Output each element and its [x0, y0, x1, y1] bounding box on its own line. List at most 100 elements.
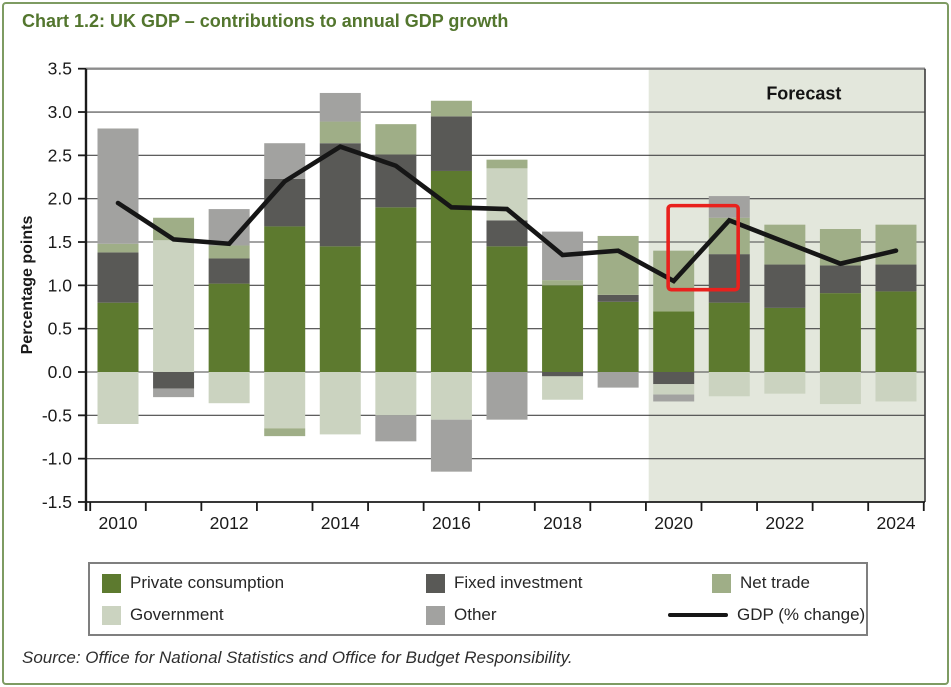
- private-consumption-swatch: [102, 573, 121, 593]
- x-tick-label-2022: 2022: [765, 513, 804, 533]
- bar-segment-2022-private-consumption: [764, 307, 806, 372]
- bar-segment-2010-other: [97, 128, 139, 244]
- bar-segment-2018-government: [542, 376, 584, 400]
- bar-segment-2017-private-consumption: [486, 246, 528, 372]
- bar-segment-2011-government: [153, 240, 195, 372]
- bar-segment-2018-fixed-investment: [542, 372, 584, 377]
- bar-segment-2021-government: [708, 372, 750, 397]
- fixed-investment-swatch: [426, 573, 445, 593]
- x-tick-label-2018: 2018: [543, 513, 582, 533]
- bar-segment-2022-net-trade: [764, 224, 806, 265]
- bar-segment-2024-government: [875, 372, 917, 402]
- bar-segment-2018-net-trade: [542, 280, 584, 286]
- bar-segment-2015-net-trade: [375, 124, 417, 155]
- bar-segment-2019-other: [597, 372, 639, 388]
- x-tick-label-2014: 2014: [321, 513, 360, 533]
- forecast-label: Forecast: [766, 84, 841, 104]
- bar-segment-2016-net-trade: [430, 100, 472, 117]
- bar-segment-2017-other: [486, 372, 528, 420]
- bar-segment-2011-other: [153, 388, 195, 398]
- legend-item-other: Other: [426, 604, 497, 626]
- bar-segment-2017-government: [486, 168, 528, 221]
- bar-segment-2023-private-consumption: [819, 293, 861, 372]
- bar-segment-2019-fixed-investment: [597, 294, 639, 302]
- y-tick-label--1.0: -1.0: [42, 449, 72, 469]
- y-tick-label-3.5: 3.5: [48, 59, 72, 79]
- net-trade-swatch: [712, 573, 731, 593]
- gdp-growth-line: [115, 144, 899, 284]
- bar-segment-2010-fixed-investment: [97, 252, 139, 303]
- legend-label: GDP (% change): [737, 605, 866, 624]
- bar-segment-2014-other: [319, 92, 361, 122]
- bar-segment-2016-private-consumption: [430, 170, 472, 372]
- x-tick-label-2010: 2010: [99, 513, 138, 533]
- bar-segment-2016-other: [430, 419, 472, 472]
- legend-label: Government: [130, 605, 224, 624]
- bar-segment-2022-fixed-investment: [764, 264, 806, 308]
- bar-segment-2015-other: [375, 415, 417, 442]
- bar-segment-2013-fixed-investment: [264, 178, 306, 227]
- x-tick-label-2016: 2016: [432, 513, 471, 533]
- bar-segment-2023-government: [819, 372, 861, 405]
- bar-segment-2010-government: [97, 372, 139, 424]
- bar-segment-2012-fixed-investment: [208, 258, 250, 284]
- x-tick-label-2020: 2020: [654, 513, 693, 533]
- bar-segment-2013-private-consumption: [264, 226, 306, 372]
- bar-segment-2014-fixed-investment: [319, 143, 361, 247]
- legend-label: Net trade: [740, 573, 810, 592]
- y-tick-label-0.0: 0.0: [48, 362, 73, 382]
- bar-segment-2020-government: [653, 384, 695, 395]
- bar-segment-2017-net-trade: [486, 159, 528, 169]
- y-tick-label-2.5: 2.5: [48, 145, 72, 165]
- legend-label: Fixed investment: [454, 573, 583, 592]
- bar-segment-2024-net-trade: [875, 224, 917, 265]
- legend-item-net-trade: Net trade: [712, 572, 810, 594]
- bar-segment-2013-government: [264, 372, 306, 429]
- bar-segment-2023-fixed-investment: [819, 265, 861, 294]
- bar-segment-2013-net-trade: [264, 428, 306, 437]
- bar-segment-2024-fixed-investment: [875, 264, 917, 292]
- bar-segment-2022-government: [764, 372, 806, 394]
- legend-item-government: Government: [102, 604, 224, 626]
- bar-segment-2024-private-consumption: [875, 291, 917, 372]
- bar-segment-2019-private-consumption: [597, 301, 639, 372]
- legend-label: Other: [454, 605, 497, 624]
- bar-segment-2021-private-consumption: [708, 302, 750, 372]
- bar-segment-2020-private-consumption: [653, 311, 695, 372]
- bar-segment-2018-private-consumption: [542, 285, 584, 372]
- bar-segment-2010-net-trade: [97, 243, 139, 253]
- bar-segment-2012-private-consumption: [208, 283, 250, 372]
- bar-segment-2016-government: [430, 372, 472, 420]
- legend-label: Private consumption: [130, 573, 285, 592]
- bar-segment-2010-private-consumption: [97, 302, 139, 372]
- bar-segment-2011-fixed-investment: [153, 372, 195, 389]
- chart-title: Chart 1.2: UK GDP – contributions to ann…: [22, 11, 509, 31]
- gdp-contributions-chart: Forecast 3.5 3.0 2.5 2.0 1.5 1.0 0.5 0.0 -0.5 -1.0…: [42, 59, 926, 533]
- y-tick-label-0.5: 0.5: [48, 319, 72, 339]
- y-tick-label--0.5: -0.5: [42, 405, 72, 425]
- bar-segment-2014-private-consumption: [319, 246, 361, 372]
- y-tick-label-1.5: 1.5: [48, 232, 72, 252]
- bar-segment-2014-net-trade: [319, 121, 361, 144]
- bar-segment-2020-other: [653, 394, 695, 402]
- chart-legend: Private consumption Fixed investment Net…: [88, 562, 868, 636]
- x-tick-label-2024: 2024: [877, 513, 916, 533]
- y-tick-label--1.5: -1.5: [42, 492, 72, 512]
- other-swatch: [426, 605, 445, 625]
- bar-segment-2015-private-consumption: [375, 207, 417, 372]
- government-swatch: [102, 605, 121, 625]
- bar-segment-2017-fixed-investment: [486, 220, 528, 247]
- legend-item-fixed-investment: Fixed investment: [426, 572, 583, 594]
- legend-item-private-consumption: Private consumption: [102, 572, 284, 594]
- legend-item-gdp-line: GDP (% change): [668, 604, 865, 626]
- bar-segment-2014-government: [319, 372, 361, 435]
- source-note: Source: Office for National Statistics a…: [22, 648, 573, 667]
- gdp-line-swatch: [668, 613, 728, 617]
- y-tick-label-3.0: 3.0: [48, 102, 73, 122]
- bar-segment-2016-fixed-investment: [430, 116, 472, 171]
- bar-segment-2019-net-trade: [597, 235, 639, 295]
- x-tick-label-2012: 2012: [210, 513, 249, 533]
- y-tick-label-1.0: 1.0: [48, 275, 73, 295]
- highlight-red-box: [666, 203, 740, 292]
